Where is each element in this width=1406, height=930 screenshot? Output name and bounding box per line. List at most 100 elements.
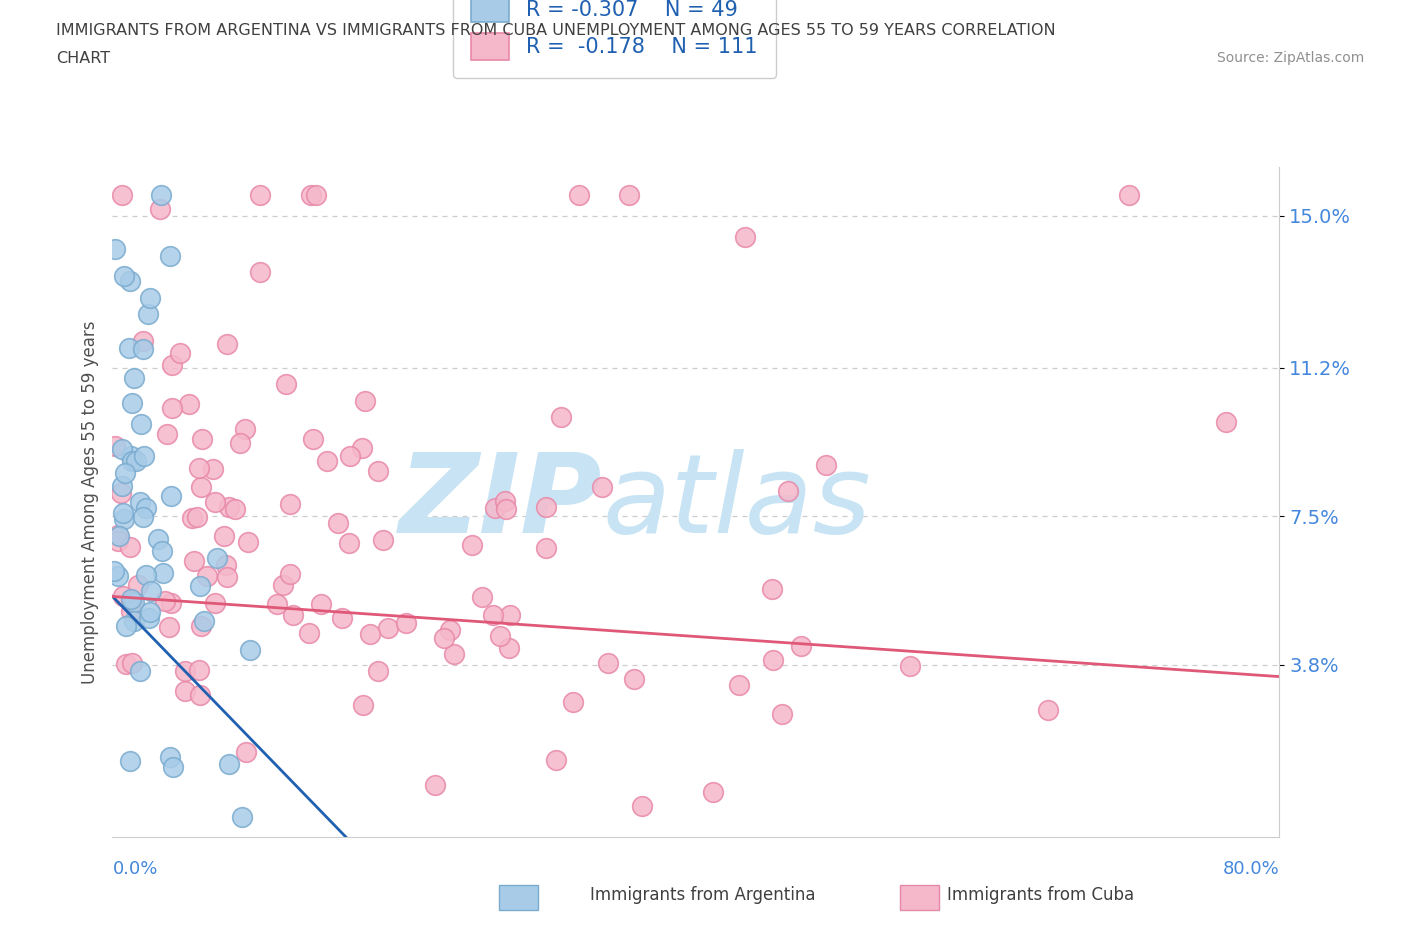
Point	[461, 538, 484, 552]
Point	[278, 497, 301, 512]
Point	[770, 707, 793, 722]
Point	[280, 566, 302, 581]
Point	[118, 539, 141, 554]
Text: ZIP: ZIP	[399, 448, 603, 556]
Point	[124, 370, 146, 385]
Point	[217, 569, 239, 584]
Point	[439, 623, 461, 638]
Point	[249, 188, 271, 203]
Point	[204, 495, 226, 510]
Point	[111, 441, 134, 456]
Point	[204, 596, 226, 611]
Point	[702, 785, 724, 800]
Point	[239, 642, 262, 657]
Point	[546, 752, 568, 767]
Point	[107, 529, 129, 544]
Point	[155, 593, 177, 608]
Point	[120, 604, 142, 618]
Point	[281, 607, 304, 622]
Point	[367, 464, 389, 479]
Point	[186, 510, 208, 525]
Point	[596, 656, 619, 671]
Point	[266, 596, 288, 611]
Point	[114, 466, 136, 481]
Point	[190, 480, 212, 495]
Point	[337, 536, 360, 551]
Point	[494, 494, 516, 509]
Point	[118, 753, 141, 768]
Point	[146, 532, 169, 547]
Point	[728, 678, 751, 693]
Point	[115, 657, 138, 671]
Point	[183, 553, 205, 568]
Point	[302, 432, 325, 446]
Point	[103, 564, 125, 578]
Point	[107, 534, 129, 549]
Point	[249, 264, 271, 279]
Point	[131, 333, 153, 348]
Point	[110, 485, 132, 500]
Point	[111, 478, 134, 493]
Point	[132, 341, 155, 356]
Point	[218, 500, 240, 515]
Text: 80.0%: 80.0%	[1223, 860, 1279, 878]
Point	[149, 202, 172, 217]
Point	[193, 614, 215, 629]
Point	[160, 358, 183, 373]
Point	[160, 401, 183, 416]
Point	[107, 569, 129, 584]
Point	[233, 421, 256, 436]
Point	[122, 614, 145, 629]
Text: Source: ZipAtlas.com: Source: ZipAtlas.com	[1216, 51, 1364, 65]
Point	[115, 619, 138, 634]
Point	[195, 568, 218, 583]
Y-axis label: Unemployment Among Ages 55 to 59 years: Unemployment Among Ages 55 to 59 years	[80, 321, 98, 684]
Point	[1215, 415, 1237, 430]
Point	[236, 535, 259, 550]
Point	[377, 620, 399, 635]
Point	[138, 604, 160, 619]
Point	[326, 515, 349, 530]
Point	[482, 607, 505, 622]
Point	[121, 593, 143, 608]
Point	[104, 438, 127, 453]
Point	[159, 489, 181, 504]
Point	[207, 551, 229, 565]
Point	[127, 578, 149, 592]
Point	[129, 495, 152, 510]
Point	[495, 501, 517, 516]
Point	[311, 597, 333, 612]
Point	[132, 448, 155, 463]
Point	[224, 501, 246, 516]
Point	[550, 409, 572, 424]
Point	[180, 511, 202, 525]
Point	[124, 453, 146, 468]
Point	[215, 558, 238, 573]
Point	[561, 695, 583, 710]
Point	[299, 188, 322, 203]
Point	[316, 453, 339, 468]
Text: IMMIGRANTS FROM ARGENTINA VS IMMIGRANTS FROM CUBA UNEMPLOYMENT AMONG AGES 55 TO : IMMIGRANTS FROM ARGENTINA VS IMMIGRANTS …	[56, 23, 1056, 38]
Point	[218, 757, 240, 772]
Point	[373, 533, 395, 548]
Point	[149, 188, 172, 203]
Point	[138, 610, 160, 625]
Point	[112, 589, 135, 604]
Text: Immigrants from Argentina: Immigrants from Argentina	[591, 885, 815, 904]
Point	[235, 745, 257, 760]
Point	[352, 698, 374, 712]
Point	[160, 595, 183, 610]
Point	[132, 510, 155, 525]
Point	[188, 687, 211, 702]
Point	[776, 484, 799, 498]
Point	[276, 376, 298, 391]
Point	[135, 500, 157, 515]
Point	[498, 608, 520, 623]
Point	[212, 529, 235, 544]
Point	[136, 307, 159, 322]
Point	[339, 448, 361, 463]
Point	[484, 500, 506, 515]
Point	[121, 395, 143, 410]
Point	[188, 662, 211, 677]
Point	[354, 393, 377, 408]
